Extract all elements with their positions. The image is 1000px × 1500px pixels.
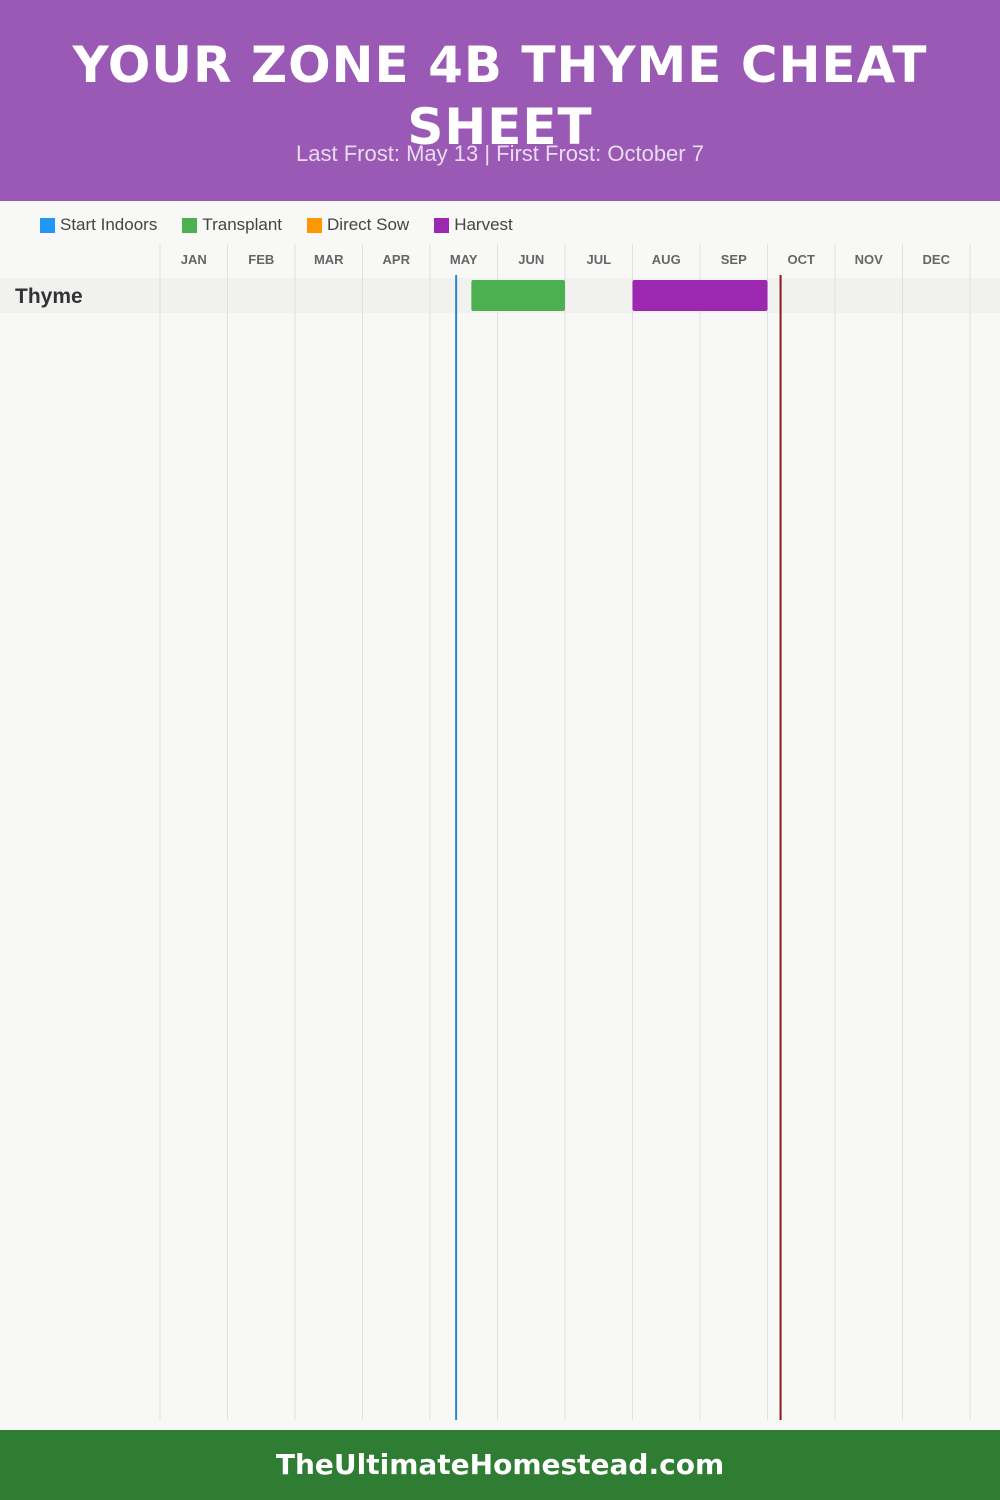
header-banner: YOUR ZONE 4B THYME CHEAT SHEET Last Fros… xyxy=(0,0,1000,201)
legend-swatch-harvest xyxy=(434,217,450,233)
month-label-nov: NOV xyxy=(855,252,884,267)
frost-dates-subtitle: Last Frost: May 13 | First Frost: Octobe… xyxy=(296,141,704,166)
month-label-jun: JUN xyxy=(518,252,544,267)
month-label-feb: FEB xyxy=(248,252,274,267)
footer-banner: TheUltimateHomestead.com xyxy=(0,1430,1000,1500)
month-label-dec: DEC xyxy=(923,252,951,267)
legend-label-transplant: Transplant xyxy=(202,215,283,234)
legend-label-start-indoors: Start Indoors xyxy=(60,215,158,234)
page-title: YOUR ZONE 4B THYME CHEAT SHEET xyxy=(72,36,928,156)
legend-item-direct-sow: Direct Sow xyxy=(307,215,409,235)
month-label-sep: SEP xyxy=(721,252,747,267)
footer-site-link[interactable]: TheUltimateHomestead.com xyxy=(275,1448,725,1481)
legend-swatch-start-indoors xyxy=(40,217,55,233)
legend: Start Indoors Transplant Direct Sow Harv… xyxy=(40,214,538,236)
bar-harvest xyxy=(632,280,768,311)
legend-label-harvest: Harvest xyxy=(454,215,513,234)
legend-item-start-indoors: Start Indoors xyxy=(40,215,157,235)
month-label-may: MAY xyxy=(450,252,478,267)
legend-swatch-direct-sow xyxy=(307,217,323,233)
month-label-jul: JUL xyxy=(586,252,611,267)
bar-transplant xyxy=(471,280,565,311)
row-label-thyme: Thyme xyxy=(15,285,83,308)
month-label-oct: OCT xyxy=(788,252,816,267)
month-label-apr: APR xyxy=(383,252,411,267)
legend-label-direct-sow: Direct Sow xyxy=(327,215,410,234)
legend-swatch-transplant xyxy=(182,217,198,233)
legend-item-harvest: Harvest xyxy=(434,215,513,235)
month-label-jan: JAN xyxy=(181,252,207,267)
legend-item-transplant: Transplant xyxy=(182,215,282,235)
month-label-aug: AUG xyxy=(652,252,681,267)
month-label-mar: MAR xyxy=(314,252,344,267)
